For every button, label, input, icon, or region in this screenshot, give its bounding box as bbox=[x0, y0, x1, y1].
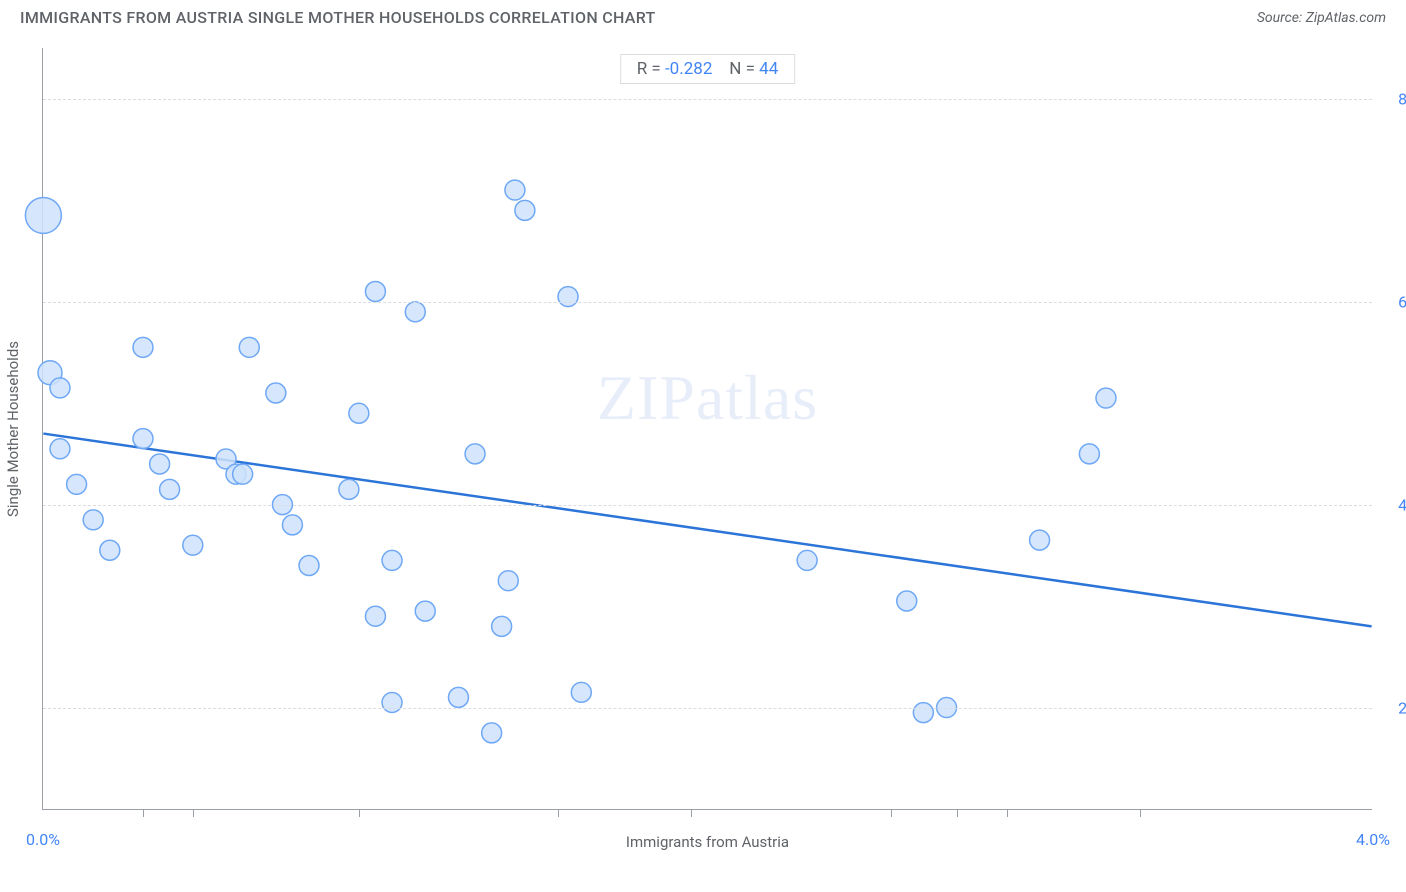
header: IMMIGRANTS FROM AUSTRIA SINGLE MOTHER HO… bbox=[0, 0, 1406, 35]
chart-title: IMMIGRANTS FROM AUSTRIA SINGLE MOTHER HO… bbox=[20, 8, 656, 27]
source-label: Source: ZipAtlas.com bbox=[1257, 10, 1386, 26]
scatter-point bbox=[515, 200, 535, 220]
scatter-point bbox=[492, 616, 512, 636]
scatter-point bbox=[239, 337, 259, 357]
gridline bbox=[43, 302, 1372, 303]
scatter-point bbox=[382, 550, 402, 570]
y-tick-label: 6.0% bbox=[1382, 293, 1406, 312]
x-tick bbox=[957, 809, 958, 817]
scatter-point bbox=[498, 571, 518, 591]
scatter-point bbox=[505, 180, 525, 200]
scatter-point bbox=[349, 403, 369, 423]
scatter-point bbox=[133, 429, 153, 449]
y-axis-label: Single Mother Households bbox=[4, 340, 22, 516]
scatter-point bbox=[150, 454, 170, 474]
regression-line bbox=[43, 434, 1371, 627]
gridline bbox=[43, 505, 1372, 506]
scatter-point bbox=[1096, 388, 1116, 408]
scatter-point bbox=[83, 510, 103, 530]
scatter-point bbox=[1030, 530, 1050, 550]
scatter-point bbox=[797, 550, 817, 570]
y-tick-label: 8.0% bbox=[1382, 89, 1406, 108]
chart-area: ZIPatlas R = -0.282 N = 44 Single Mother… bbox=[42, 48, 1372, 810]
scatter-point bbox=[482, 723, 502, 743]
scatter-point bbox=[415, 601, 435, 621]
scatter-point bbox=[382, 692, 402, 712]
scatter-point bbox=[233, 464, 253, 484]
scatter-point bbox=[365, 282, 385, 302]
scatter-point bbox=[299, 555, 319, 575]
x-tick-label: 4.0% bbox=[1356, 830, 1390, 849]
scatter-point bbox=[448, 687, 468, 707]
x-tick-label: 0.0% bbox=[26, 830, 60, 849]
scatter-point bbox=[160, 479, 180, 499]
y-tick-label: 4.0% bbox=[1382, 496, 1406, 515]
scatter-point bbox=[465, 444, 485, 464]
x-axis-label: Immigrants from Austria bbox=[626, 833, 789, 851]
scatter-point bbox=[100, 540, 120, 560]
scatter-point bbox=[282, 515, 302, 535]
y-tick-label: 2.0% bbox=[1382, 699, 1406, 718]
x-tick bbox=[1007, 809, 1008, 817]
scatter-point bbox=[558, 287, 578, 307]
x-tick bbox=[691, 809, 692, 817]
x-tick bbox=[359, 809, 360, 817]
scatter-point bbox=[50, 439, 70, 459]
scatter-point bbox=[1079, 444, 1099, 464]
x-tick bbox=[143, 809, 144, 817]
scatter-point bbox=[67, 474, 87, 494]
x-tick bbox=[193, 809, 194, 817]
scatter-svg bbox=[43, 48, 1372, 809]
scatter-point bbox=[365, 606, 385, 626]
gridline bbox=[43, 708, 1372, 709]
scatter-point bbox=[50, 378, 70, 398]
scatter-point bbox=[571, 682, 591, 702]
scatter-point bbox=[266, 383, 286, 403]
scatter-point bbox=[405, 302, 425, 322]
scatter-point bbox=[339, 479, 359, 499]
scatter-point bbox=[897, 591, 917, 611]
x-tick bbox=[1140, 809, 1141, 817]
gridline bbox=[43, 99, 1372, 100]
x-tick bbox=[891, 809, 892, 817]
x-tick bbox=[558, 809, 559, 817]
scatter-point bbox=[133, 337, 153, 357]
scatter-point bbox=[913, 703, 933, 723]
scatter-point bbox=[25, 197, 61, 233]
scatter-point bbox=[183, 535, 203, 555]
